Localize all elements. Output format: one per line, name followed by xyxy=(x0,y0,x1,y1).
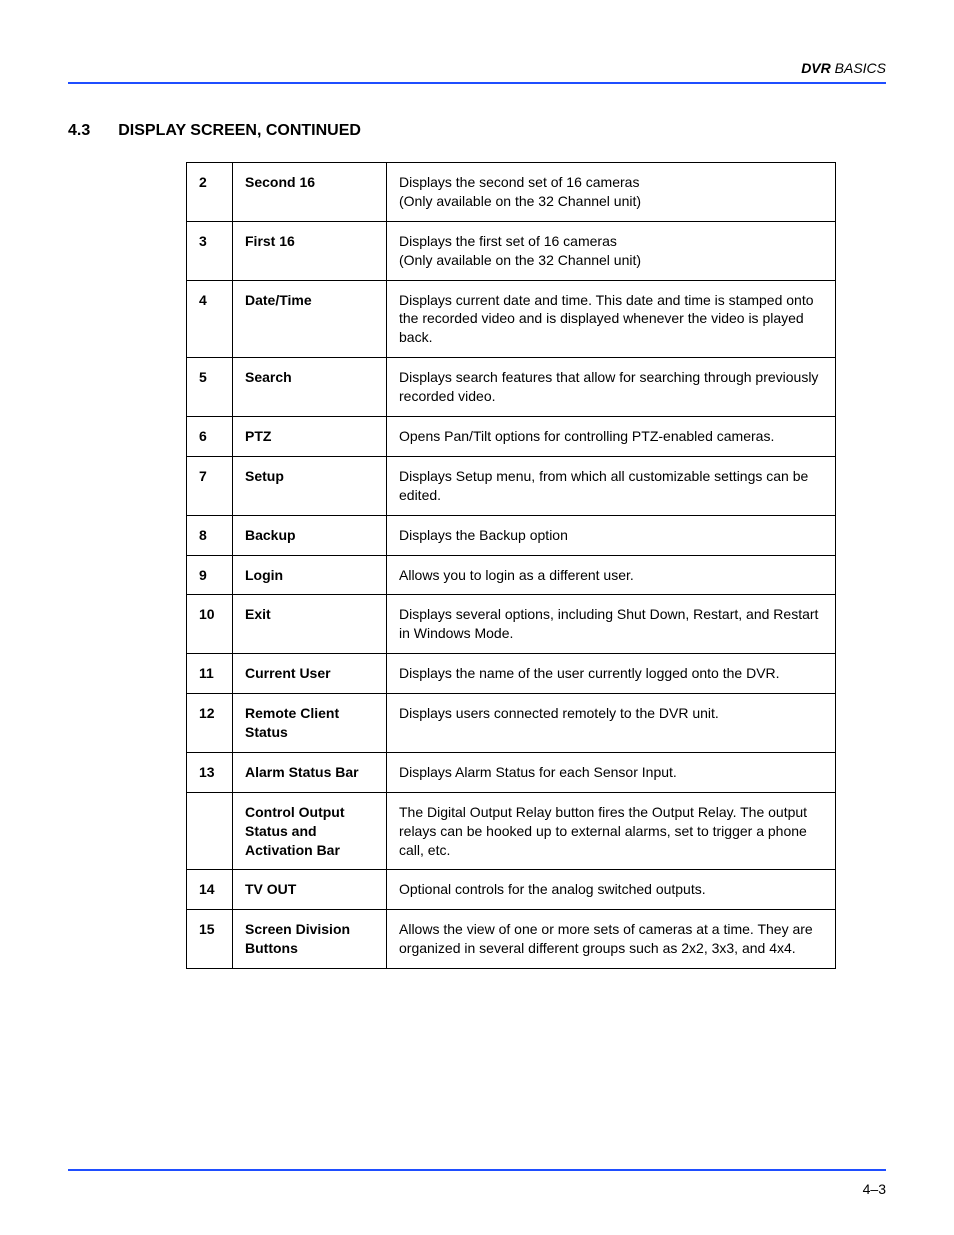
row-number: 13 xyxy=(187,752,233,792)
row-description: Opens Pan/Tilt options for controlling P… xyxy=(387,417,836,457)
row-description: Optional controls for the analog switche… xyxy=(387,870,836,910)
section-heading: 4.3 DISPLAY SCREEN, CONTINUED xyxy=(68,122,886,140)
row-description: Displays the name of the user currently … xyxy=(387,654,836,694)
table-container: 2Second 16Displays the second set of 16 … xyxy=(186,162,836,969)
table-row: 3First 16Displays the first set of 16 ca… xyxy=(187,221,836,280)
row-name: Exit xyxy=(233,595,387,654)
bottom-rule xyxy=(68,1169,886,1171)
row-description: Displays users connected remotely to the… xyxy=(387,694,836,753)
row-name: PTZ xyxy=(233,417,387,457)
row-name: First 16 xyxy=(233,221,387,280)
row-description: The Digital Output Relay button fires th… xyxy=(387,792,836,870)
table-row: 13Alarm Status BarDisplays Alarm Status … xyxy=(187,752,836,792)
row-description: Displays Setup menu, from which all cust… xyxy=(387,456,836,515)
row-description: Displays several options, including Shut… xyxy=(387,595,836,654)
page-number: 4–3 xyxy=(68,1181,886,1197)
table-row: 5SearchDisplays search features that all… xyxy=(187,358,836,417)
row-description: Displays the first set of 16 cameras(Onl… xyxy=(387,221,836,280)
row-number: 4 xyxy=(187,280,233,358)
header-label: DVR BASICS xyxy=(68,60,886,76)
table-row: 12Remote Client StatusDisplays users con… xyxy=(187,694,836,753)
header-label-bold: DVR xyxy=(801,60,831,76)
header-label-rest: BASICS xyxy=(831,60,886,76)
table-row: 2Second 16Displays the second set of 16 … xyxy=(187,163,836,222)
table-row: 14TV OUTOptional controls for the analog… xyxy=(187,870,836,910)
table-row: 10ExitDisplays several options, includin… xyxy=(187,595,836,654)
table-row: 11Current UserDisplays the name of the u… xyxy=(187,654,836,694)
row-number: 6 xyxy=(187,417,233,457)
row-number xyxy=(187,792,233,870)
row-name: Screen Division Buttons xyxy=(233,910,387,969)
section-title: DISPLAY SCREEN, CONTINUED xyxy=(118,122,361,140)
row-number: 2 xyxy=(187,163,233,222)
row-number: 7 xyxy=(187,456,233,515)
row-description: Displays the second set of 16 cameras(On… xyxy=(387,163,836,222)
row-description: Displays Alarm Status for each Sensor In… xyxy=(387,752,836,792)
row-name: TV OUT xyxy=(233,870,387,910)
row-name: Login xyxy=(233,555,387,595)
table-row: 4Date/TimeDisplays current date and time… xyxy=(187,280,836,358)
row-name: Search xyxy=(233,358,387,417)
row-description: Displays current date and time. This dat… xyxy=(387,280,836,358)
row-number: 14 xyxy=(187,870,233,910)
row-name: Control Output Status and Activation Bar xyxy=(233,792,387,870)
row-name: Current User xyxy=(233,654,387,694)
row-name: Remote Client Status xyxy=(233,694,387,753)
row-description: Displays the Backup option xyxy=(387,515,836,555)
row-name: Alarm Status Bar xyxy=(233,752,387,792)
table-row: 7SetupDisplays Setup menu, from which al… xyxy=(187,456,836,515)
table-row: 8BackupDisplays the Backup option xyxy=(187,515,836,555)
row-number: 5 xyxy=(187,358,233,417)
row-number: 8 xyxy=(187,515,233,555)
row-description: Displays search features that allow for … xyxy=(387,358,836,417)
row-name: Backup xyxy=(233,515,387,555)
row-name: Date/Time xyxy=(233,280,387,358)
row-name: Second 16 xyxy=(233,163,387,222)
display-screen-table: 2Second 16Displays the second set of 16 … xyxy=(186,162,836,969)
row-name: Setup xyxy=(233,456,387,515)
row-description: Allows you to login as a different user. xyxy=(387,555,836,595)
row-number: 10 xyxy=(187,595,233,654)
table-row: 15Screen Division ButtonsAllows the view… xyxy=(187,910,836,969)
row-number: 11 xyxy=(187,654,233,694)
top-rule xyxy=(68,82,886,84)
row-number: 3 xyxy=(187,221,233,280)
section-number: 4.3 xyxy=(68,122,90,140)
row-number: 9 xyxy=(187,555,233,595)
table-row: 9LoginAllows you to login as a different… xyxy=(187,555,836,595)
table-row: Control Output Status and Activation Bar… xyxy=(187,792,836,870)
table-row: 6PTZOpens Pan/Tilt options for controlli… xyxy=(187,417,836,457)
row-number: 15 xyxy=(187,910,233,969)
row-description: Allows the view of one or more sets of c… xyxy=(387,910,836,969)
row-number: 12 xyxy=(187,694,233,753)
footer: 4–3 xyxy=(68,1169,886,1197)
